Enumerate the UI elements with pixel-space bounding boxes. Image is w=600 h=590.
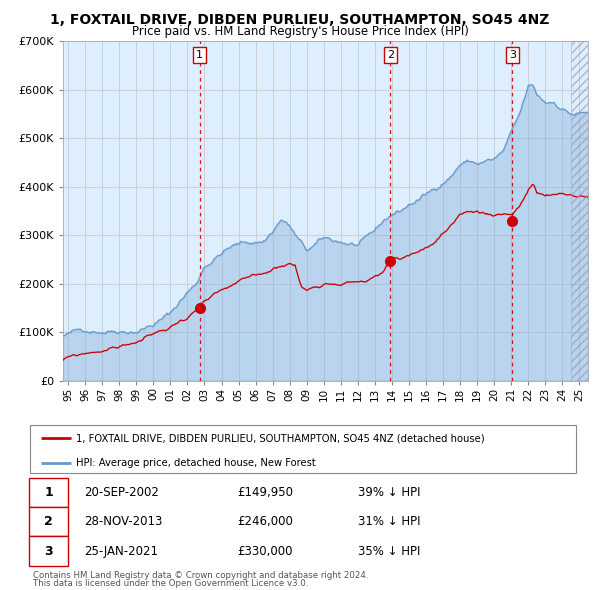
Text: HPI: Average price, detached house, New Forest: HPI: Average price, detached house, New … xyxy=(76,457,316,467)
FancyBboxPatch shape xyxy=(29,478,68,507)
Text: 3: 3 xyxy=(509,50,516,60)
Text: 35% ↓ HPI: 35% ↓ HPI xyxy=(358,545,420,558)
Text: 3: 3 xyxy=(44,545,53,558)
Text: 25-JAN-2021: 25-JAN-2021 xyxy=(85,545,158,558)
Text: 1: 1 xyxy=(196,50,203,60)
Text: 20-SEP-2002: 20-SEP-2002 xyxy=(85,486,160,499)
Text: 2: 2 xyxy=(387,50,394,60)
Text: £149,950: £149,950 xyxy=(238,486,293,499)
Text: 1, FOXTAIL DRIVE, DIBDEN PURLIEU, SOUTHAMPTON, SO45 4NZ (detached house): 1, FOXTAIL DRIVE, DIBDEN PURLIEU, SOUTHA… xyxy=(76,433,485,443)
Text: 1: 1 xyxy=(44,486,53,499)
Text: 2: 2 xyxy=(44,515,53,529)
Text: This data is licensed under the Open Government Licence v3.0.: This data is licensed under the Open Gov… xyxy=(33,579,308,588)
Text: Price paid vs. HM Land Registry's House Price Index (HPI): Price paid vs. HM Land Registry's House … xyxy=(131,25,469,38)
Text: 39% ↓ HPI: 39% ↓ HPI xyxy=(358,486,420,499)
Text: £330,000: £330,000 xyxy=(238,545,293,558)
FancyBboxPatch shape xyxy=(29,507,68,536)
Text: £246,000: £246,000 xyxy=(238,515,293,529)
Text: Contains HM Land Registry data © Crown copyright and database right 2024.: Contains HM Land Registry data © Crown c… xyxy=(33,571,368,579)
Text: 28-NOV-2013: 28-NOV-2013 xyxy=(85,515,163,529)
Text: 1, FOXTAIL DRIVE, DIBDEN PURLIEU, SOUTHAMPTON, SO45 4NZ: 1, FOXTAIL DRIVE, DIBDEN PURLIEU, SOUTHA… xyxy=(50,13,550,27)
Text: 31% ↓ HPI: 31% ↓ HPI xyxy=(358,515,420,529)
FancyBboxPatch shape xyxy=(29,536,68,566)
